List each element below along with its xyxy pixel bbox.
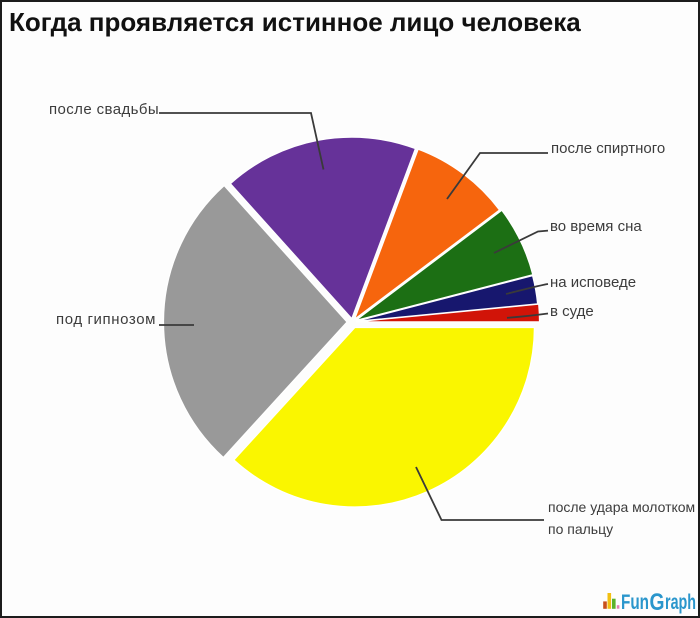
svg-text:G: G xyxy=(650,589,665,616)
svg-text:Fun: Fun xyxy=(621,591,649,614)
svg-text:raph: raph xyxy=(665,591,696,614)
